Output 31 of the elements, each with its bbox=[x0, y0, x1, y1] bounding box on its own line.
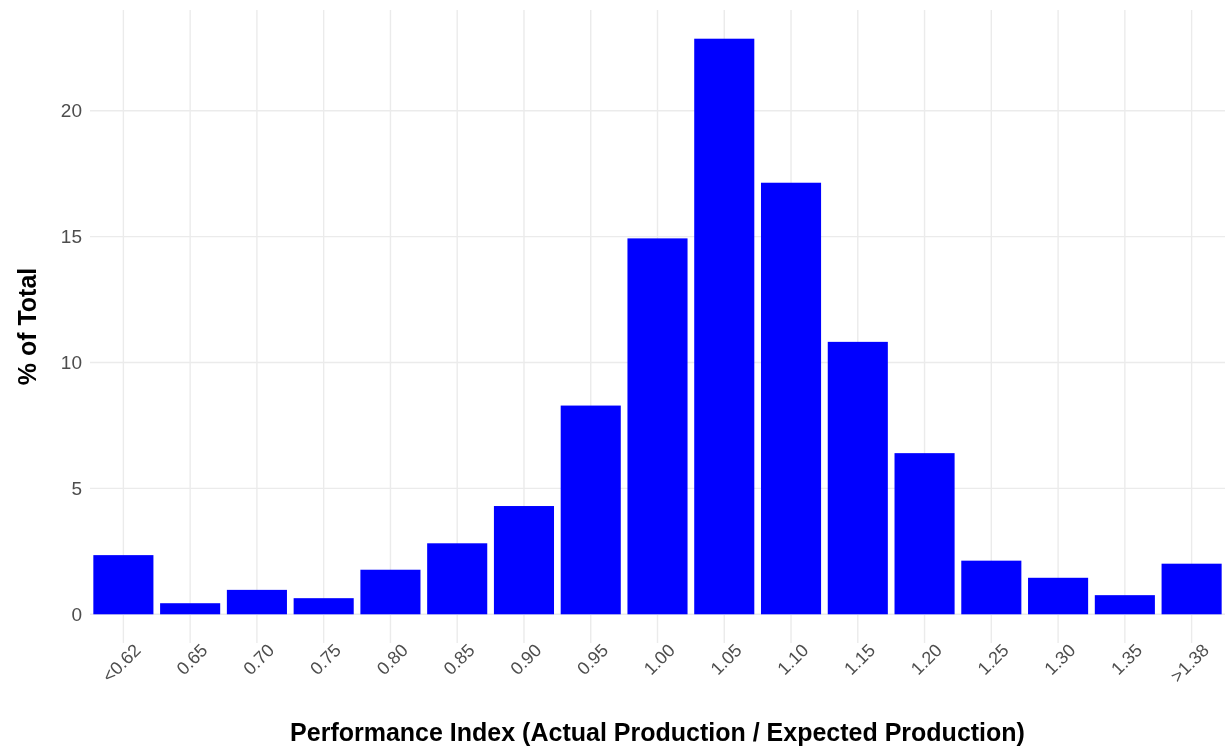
bar bbox=[827, 341, 888, 615]
y-tick-label: 0 bbox=[71, 603, 82, 625]
y-tick-label: 20 bbox=[60, 100, 82, 122]
bar bbox=[293, 598, 354, 615]
bar bbox=[694, 38, 755, 615]
bar bbox=[961, 560, 1022, 615]
bar bbox=[427, 543, 488, 615]
bar bbox=[1094, 595, 1155, 615]
bar bbox=[93, 555, 154, 615]
y-tick-label: 15 bbox=[60, 226, 82, 248]
bar bbox=[360, 569, 421, 615]
x-tick-label: 0.80 bbox=[372, 640, 412, 679]
bar bbox=[1161, 563, 1222, 615]
bar bbox=[493, 506, 555, 615]
bar bbox=[226, 589, 287, 615]
x-tick-label: 0.65 bbox=[172, 640, 212, 679]
bar bbox=[760, 182, 822, 615]
x-tick-label: 0.95 bbox=[573, 640, 613, 679]
y-tick-label: 10 bbox=[60, 352, 82, 374]
bar bbox=[560, 405, 621, 615]
bar bbox=[160, 603, 221, 615]
y-tick-label: 5 bbox=[71, 477, 82, 499]
y-axis-title: % of Total bbox=[13, 267, 41, 386]
x-tick-label: 0.70 bbox=[239, 640, 279, 679]
x-tick-label: 0.90 bbox=[506, 640, 546, 679]
bar bbox=[1028, 577, 1089, 615]
x-axis-title: Performance Index (Actual Production / Expected Production) bbox=[290, 718, 1025, 746]
x-tick-label: 0.75 bbox=[306, 640, 346, 679]
x-tick-label: 0.85 bbox=[439, 640, 479, 679]
bar bbox=[627, 238, 688, 615]
bar bbox=[894, 453, 955, 615]
